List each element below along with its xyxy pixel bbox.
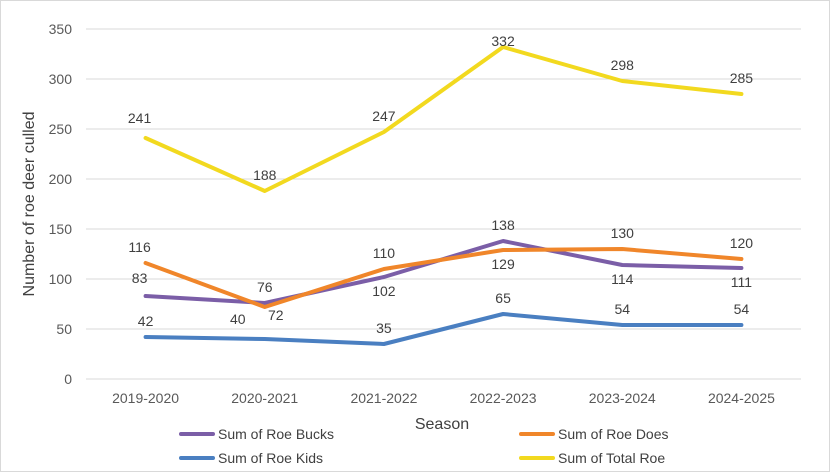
- x-tick-label: 2021-2022: [350, 390, 417, 406]
- series-line-1: [143, 247, 744, 309]
- data-label: 241: [128, 110, 152, 126]
- series-lines: [143, 45, 744, 346]
- x-tick-label: 2020-2021: [231, 390, 298, 406]
- data-label: 54: [734, 301, 750, 317]
- x-tick-label: 2022-2023: [470, 390, 537, 406]
- legend-label: Sum of Roe Kids: [218, 450, 323, 466]
- y-tick-label: 0: [64, 371, 72, 387]
- legend-label: Sum of Roe Bucks: [218, 426, 334, 442]
- data-label: 110: [373, 245, 396, 261]
- y-tick-label: 50: [56, 321, 72, 337]
- data-label: 35: [376, 320, 392, 336]
- series-line-3: [143, 45, 744, 193]
- y-tick-label: 350: [49, 21, 73, 37]
- legend-label: Sum of Roe Does: [558, 426, 669, 442]
- y-tick-label: 200: [49, 171, 73, 187]
- legend: Sum of Roe Bucks Sum of Roe Does Sum of Ro…: [179, 426, 669, 466]
- x-axis-title: Season: [415, 416, 469, 433]
- y-axis-ticks: 0 50 100 150 200 250 300 350: [49, 21, 73, 387]
- x-tick-label: 2024-2025: [708, 390, 775, 406]
- data-label: 138: [491, 217, 515, 233]
- y-axis-title: Number of roe deer culled: [21, 112, 38, 297]
- data-label: 83: [132, 270, 148, 286]
- x-tick-label: 2023-2024: [589, 390, 656, 406]
- gridlines: [86, 28, 801, 380]
- data-labels: 83 76 102 138 114 111 116 72 110 129 130 120 42 40 35 6…: [128, 33, 753, 336]
- data-label: 102: [372, 283, 396, 299]
- legend-label: Sum of Total Roe: [558, 450, 665, 466]
- x-axis-ticks: 2019-2020 2020-2021 2021-2022 2022-2023 2023…: [112, 390, 775, 406]
- data-label: 40: [230, 311, 246, 327]
- data-label: 65: [495, 290, 511, 306]
- y-tick-label: 100: [49, 271, 73, 287]
- data-label: 188: [253, 167, 277, 183]
- data-label: 298: [611, 57, 635, 73]
- data-label: 111: [731, 274, 752, 290]
- data-label: 247: [372, 108, 396, 124]
- y-tick-label: 300: [49, 71, 73, 87]
- data-label: 114: [611, 271, 634, 287]
- y-tick-label: 250: [49, 121, 73, 137]
- data-label: 129: [491, 256, 515, 272]
- data-label: 72: [268, 307, 284, 323]
- data-label: 130: [611, 225, 635, 241]
- series-line-2: [143, 312, 744, 346]
- y-tick-label: 150: [49, 221, 73, 237]
- x-tick-label: 2019-2020: [112, 390, 179, 406]
- data-label: 120: [730, 235, 754, 251]
- data-label: 332: [491, 33, 515, 49]
- data-label: 285: [730, 70, 754, 86]
- data-label: 54: [614, 301, 630, 317]
- data-label: 42: [138, 313, 154, 329]
- data-label: 116: [128, 239, 151, 255]
- data-label: 76: [257, 279, 273, 295]
